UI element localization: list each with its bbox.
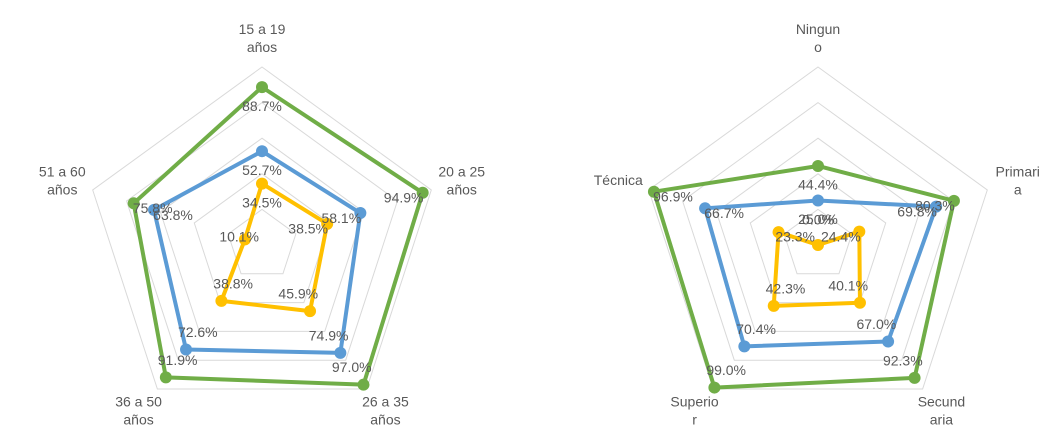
data-label: 94.9% bbox=[384, 190, 424, 206]
data-point bbox=[853, 225, 866, 238]
data-point bbox=[416, 186, 429, 199]
grid-ring bbox=[92, 66, 432, 390]
data-point bbox=[699, 202, 712, 215]
data-label: 10.1% bbox=[219, 228, 259, 244]
axis-label: 26 a 35 años bbox=[362, 393, 409, 427]
data-label: 44.4% bbox=[798, 177, 838, 193]
data-label: 42.3% bbox=[766, 280, 806, 296]
data-point bbox=[812, 194, 824, 207]
data-point bbox=[127, 197, 140, 210]
data-label: 24.4% bbox=[821, 228, 861, 244]
data-label: 25.0% bbox=[798, 211, 838, 227]
data-point bbox=[159, 371, 172, 384]
data-point bbox=[256, 81, 268, 94]
data-point bbox=[147, 203, 160, 216]
data-point bbox=[930, 200, 943, 213]
axis-label: Ningun o bbox=[796, 21, 840, 55]
data-label: 38.5% bbox=[288, 221, 328, 237]
data-point bbox=[738, 340, 751, 353]
data-label: 69.8% bbox=[897, 203, 937, 219]
series-line bbox=[651, 163, 956, 390]
axis-label: 51 a 60 años bbox=[39, 163, 86, 197]
data-point bbox=[256, 177, 268, 190]
data-point bbox=[256, 145, 268, 158]
data-label: 66.7% bbox=[704, 205, 744, 221]
axis-label: 36 a 50 años bbox=[115, 393, 162, 427]
data-point bbox=[908, 371, 921, 384]
series-line bbox=[703, 198, 939, 349]
grid-ring bbox=[783, 208, 853, 275]
grid-ring bbox=[227, 208, 297, 275]
data-point bbox=[354, 207, 367, 220]
data-point bbox=[334, 346, 347, 359]
data-point bbox=[772, 226, 785, 239]
data-label: 38.8% bbox=[213, 275, 253, 291]
data-label: 58.1% bbox=[321, 210, 361, 226]
data-point bbox=[238, 233, 251, 246]
data-label: 88.7% bbox=[242, 98, 282, 114]
data-label: 52.7% bbox=[242, 162, 282, 178]
data-label: 91.9% bbox=[158, 352, 198, 368]
data-point bbox=[708, 381, 721, 394]
data-point bbox=[853, 296, 866, 309]
data-point bbox=[304, 305, 317, 318]
axis-label: 20 a 25 años bbox=[438, 163, 485, 197]
data-point bbox=[321, 217, 334, 230]
series-line bbox=[151, 149, 363, 355]
data-label: 23.3% bbox=[775, 228, 815, 244]
data-label: 40.1% bbox=[828, 277, 868, 293]
data-point bbox=[812, 159, 824, 172]
axis-label: Técnica bbox=[594, 172, 643, 188]
data-label: 63.8% bbox=[153, 207, 193, 223]
series-line bbox=[771, 229, 862, 308]
data-label: 45.9% bbox=[278, 286, 318, 302]
data-point bbox=[882, 335, 895, 348]
grid-ring bbox=[193, 173, 331, 304]
series-line bbox=[131, 85, 425, 387]
data-point bbox=[215, 294, 228, 307]
axis-label: Superio r bbox=[670, 393, 718, 427]
data-point bbox=[812, 239, 824, 251]
data-label: 34.5% bbox=[242, 194, 282, 210]
data-label: 67.0% bbox=[856, 316, 896, 332]
grid-ring bbox=[648, 66, 988, 390]
data-label: 96.9% bbox=[653, 189, 693, 205]
data-label: 99.0% bbox=[706, 362, 746, 378]
data-label: 0.0% bbox=[802, 212, 834, 228]
data-label: 80.3% bbox=[915, 198, 955, 214]
series-line bbox=[219, 181, 330, 314]
axis-label: Primari a bbox=[996, 163, 1040, 197]
data-label: 75.8% bbox=[133, 200, 173, 216]
data-point bbox=[767, 299, 780, 312]
grid-ring bbox=[715, 137, 921, 332]
axis-label: 15 a 19 años bbox=[239, 21, 286, 55]
data-label: 70.4% bbox=[736, 321, 776, 337]
data-label: 74.9% bbox=[309, 327, 349, 343]
data-label: 72.6% bbox=[178, 324, 218, 340]
data-label: 97.0% bbox=[332, 359, 372, 375]
data-label: 92.3% bbox=[883, 352, 923, 368]
grid-ring bbox=[125, 101, 399, 361]
data-point bbox=[180, 343, 193, 356]
data-point bbox=[647, 185, 660, 198]
grid-ring bbox=[159, 137, 365, 332]
axis-label: Secund aria bbox=[918, 393, 965, 427]
data-point bbox=[947, 194, 960, 207]
data-point bbox=[357, 378, 370, 391]
